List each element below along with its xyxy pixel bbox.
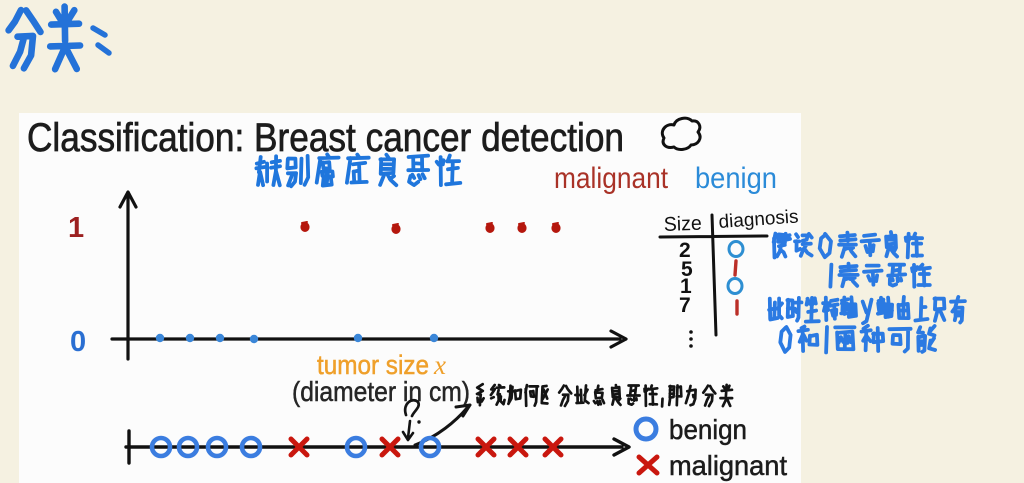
- svg-text:0: 0: [70, 326, 86, 358]
- svg-text:5: 5: [681, 258, 693, 281]
- svg-text:1: 1: [68, 212, 84, 244]
- svg-text:2: 2: [679, 239, 691, 262]
- svg-text:malignant: malignant: [554, 162, 669, 195]
- svg-text:benign: benign: [669, 414, 747, 445]
- svg-text:1: 1: [680, 275, 692, 298]
- svg-text:(diameter in cm): (diameter in cm): [292, 376, 470, 407]
- svg-text:Size: Size: [663, 213, 702, 236]
- svg-text:malignant: malignant: [669, 450, 787, 481]
- svg-text:Classification: Breast cancer: Classification: Breast cancer detection: [27, 116, 624, 160]
- svg-text:x: x: [433, 350, 446, 380]
- svg-text:tumor size: tumor size: [317, 350, 429, 380]
- svg-text:benign: benign: [695, 162, 777, 195]
- svg-text:7: 7: [679, 294, 691, 317]
